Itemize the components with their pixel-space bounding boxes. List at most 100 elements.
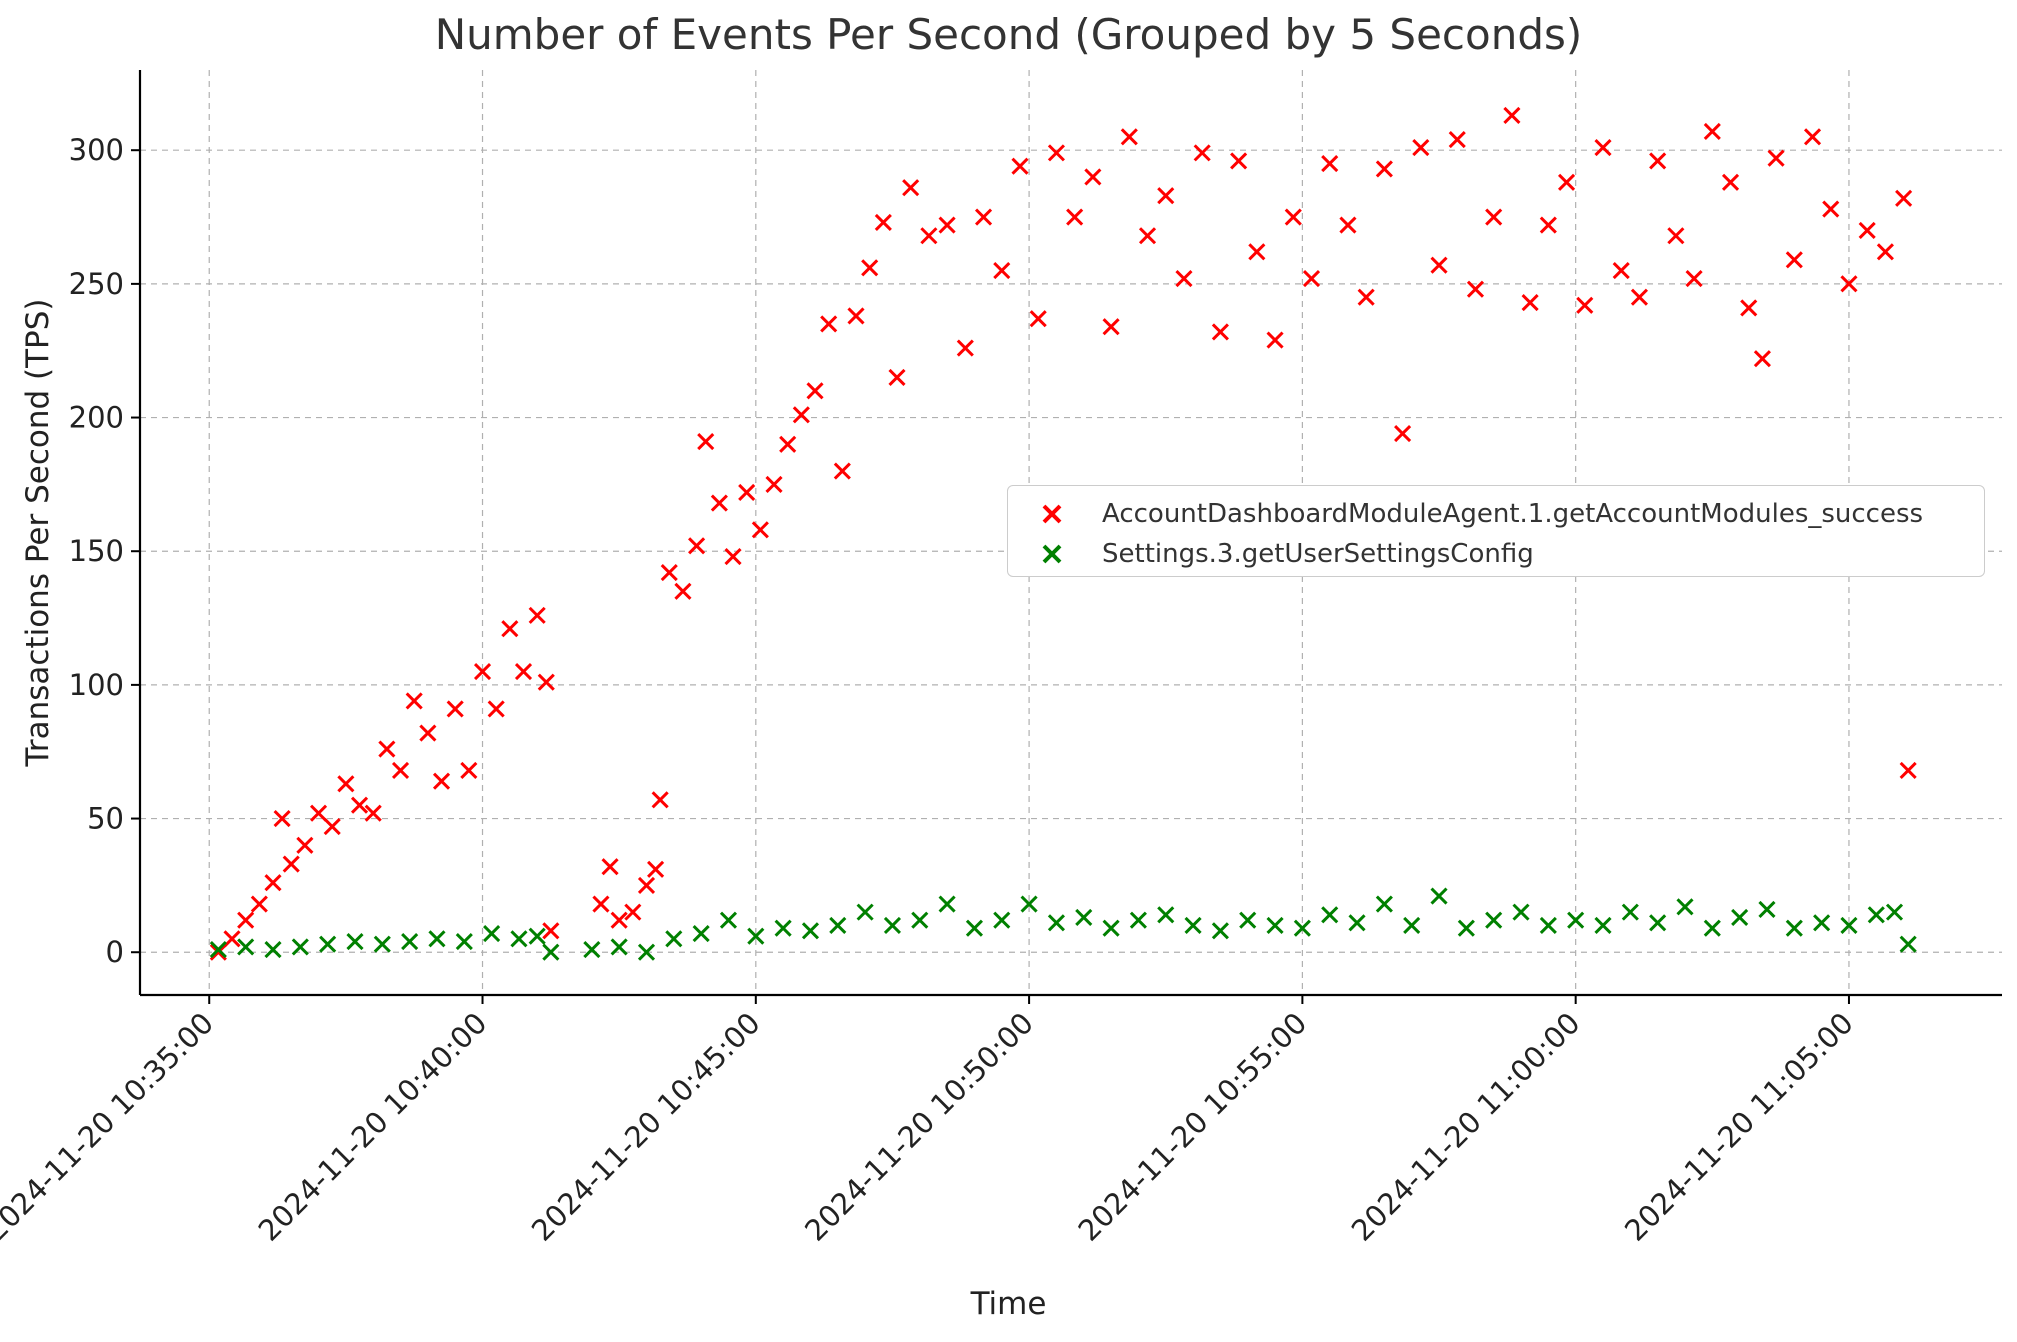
- data-point-series-1: [1630, 288, 1648, 306]
- legend-marker-series-1: [1042, 504, 1062, 524]
- data-point-series-1: [847, 307, 865, 325]
- data-point-series-2: [528, 927, 546, 945]
- data-point-series-1: [528, 606, 546, 624]
- data-point-series-2: [1102, 919, 1120, 937]
- y-tick-label: 50: [87, 802, 124, 836]
- data-point-series-1: [1899, 761, 1917, 779]
- data-point-series-1: [473, 662, 492, 681]
- data-point-series-2: [1211, 922, 1229, 940]
- data-point-series-2: [1703, 919, 1721, 937]
- data-points: [209, 106, 1917, 961]
- data-point-series-1: [601, 858, 619, 876]
- data-point-series-1: [1157, 187, 1175, 205]
- data-point-series-1: [674, 582, 692, 600]
- data-point-series-2: [1758, 900, 1776, 919]
- data-point-series-1: [1138, 227, 1157, 245]
- data-point-series-1: [282, 855, 300, 873]
- data-point-series-1: [902, 179, 920, 197]
- data-point-series-1: [592, 895, 610, 913]
- data-point-series-1: [1767, 149, 1785, 167]
- data-point-series-1: [779, 435, 797, 453]
- data-point-series-2: [1885, 903, 1904, 921]
- data-point-series-2: [264, 940, 282, 959]
- data-point-series-1: [738, 483, 756, 501]
- data-point-series-1: [938, 216, 956, 234]
- data-point-series-2: [665, 930, 683, 948]
- data-point-series-2: [993, 911, 1011, 929]
- data-point-series-1: [1175, 269, 1193, 288]
- data-point-series-2: [1457, 919, 1475, 937]
- data-point-series-1: [1785, 251, 1803, 269]
- data-point-series-2: [542, 943, 560, 961]
- data-point-series-2: [1899, 935, 1917, 953]
- data-point-series-2: [346, 932, 364, 951]
- data-point-series-1: [724, 548, 742, 566]
- data-point-series-1: [956, 339, 974, 357]
- legend-entry-series-1: AccountDashboardModuleAgent.1.getAccount…: [1032, 494, 1923, 534]
- data-point-series-2: [1567, 911, 1585, 929]
- data-point-series-2: [1485, 911, 1503, 929]
- data-point-series-2: [774, 919, 792, 937]
- data-point-series-1: [874, 213, 892, 231]
- data-point-series-1: [1803, 128, 1822, 146]
- legend-entry-series-2: Settings.3.getUserSettingsConfig: [1032, 534, 1534, 574]
- data-point-series-1: [833, 462, 851, 480]
- data-point-series-2: [883, 916, 902, 935]
- data-point-series-1: [250, 895, 268, 913]
- data-point-series-1: [1047, 144, 1065, 162]
- data-point-series-1: [1858, 221, 1876, 239]
- data-point-series-1: [1230, 152, 1248, 170]
- data-point-series-1: [1895, 189, 1913, 207]
- data-point-series-2: [1840, 916, 1858, 935]
- data-point-series-1: [888, 368, 906, 387]
- data-point-series-1: [1753, 350, 1771, 368]
- data-point-series-1: [1248, 243, 1266, 261]
- data-point-series-2: [637, 943, 656, 961]
- data-point-series-2: [237, 938, 255, 956]
- x-tick-label: 2024-11-20 11:00:00: [1345, 1006, 1587, 1248]
- data-point-series-1: [1649, 152, 1667, 170]
- data-point-series-1: [537, 673, 555, 691]
- legend-marker-series-2: [1042, 544, 1062, 564]
- axes: [131, 70, 2002, 1004]
- data-point-series-1: [697, 433, 715, 451]
- data-point-series-1: [624, 903, 642, 921]
- data-point-series-1: [446, 700, 464, 718]
- data-point-series-1: [391, 761, 410, 779]
- data-point-series-1: [806, 382, 824, 400]
- data-point-series-1: [1539, 216, 1557, 234]
- data-point-series-2: [856, 903, 874, 921]
- data-point-series-1: [309, 804, 328, 822]
- data-point-series-2: [1129, 911, 1147, 929]
- data-point-series-1: [337, 775, 355, 793]
- data-point-series-1: [637, 876, 656, 894]
- data-point-series-2: [1321, 906, 1339, 924]
- data-point-series-1: [378, 740, 396, 758]
- x-axis-label: Time: [970, 1286, 1047, 1322]
- data-point-series-1: [1876, 243, 1894, 261]
- data-point-series-1: [209, 943, 227, 961]
- y-tick-label: 150: [69, 534, 124, 568]
- data-point-series-1: [1612, 261, 1630, 280]
- data-point-series-2: [428, 930, 446, 948]
- data-point-series-1: [1084, 168, 1102, 186]
- legend-label-series-2: Settings.3.getUserSettingsConfig: [1102, 539, 1534, 569]
- data-point-series-1: [660, 564, 678, 582]
- data-point-series-2: [1676, 898, 1694, 916]
- data-point-series-1: [405, 692, 423, 710]
- data-point-series-1: [1339, 216, 1357, 234]
- data-point-series-1: [296, 836, 314, 854]
- data-point-series-1: [861, 259, 879, 277]
- data-point-series-1: [974, 208, 993, 226]
- data-point-series-2: [1403, 916, 1421, 935]
- data-point-series-1: [1394, 425, 1412, 443]
- data-point-series-1: [1102, 318, 1120, 336]
- data-point-series-1: [993, 261, 1011, 280]
- legend: AccountDashboardModuleAgent.1.getAccount…: [1007, 485, 1985, 577]
- data-point-series-1: [610, 911, 628, 929]
- data-point-series-1: [1466, 280, 1485, 298]
- data-point-series-1: [1211, 323, 1229, 341]
- data-point-series-2: [1785, 919, 1803, 937]
